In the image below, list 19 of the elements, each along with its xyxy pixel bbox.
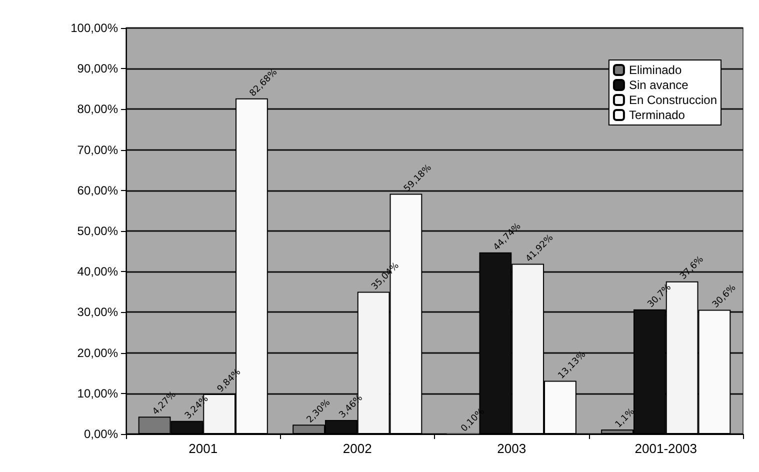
y-tick-label: 60,00% [77, 183, 118, 198]
y-tick-label: 30,00% [77, 305, 118, 320]
x-tick-label: 2003 [497, 441, 526, 456]
y-tick-label: 0,00% [84, 427, 118, 441]
x-tick-label: 2002 [342, 441, 372, 456]
y-tick-label: 10,00% [77, 386, 118, 400]
legend-label: En Construccion [628, 93, 718, 107]
legend-label: Sin avance [628, 78, 689, 92]
y-tick-label: 40,00% [77, 264, 118, 279]
y-tick-label: 80,00% [77, 102, 118, 116]
y-tick-label: 90,00% [77, 62, 118, 76]
legend-label: Eliminado [628, 63, 682, 77]
x-tick-label: 2001 [188, 441, 218, 456]
legend-label: Terminado [628, 108, 686, 122]
x-tick-label: 2001-2003 [634, 441, 697, 456]
y-tick-label: 50,00% [77, 224, 118, 238]
y-tick-label: 70,00% [77, 142, 118, 157]
y-tick-label: 100,00% [70, 21, 118, 35]
y-tick-label: 20,00% [77, 346, 118, 360]
